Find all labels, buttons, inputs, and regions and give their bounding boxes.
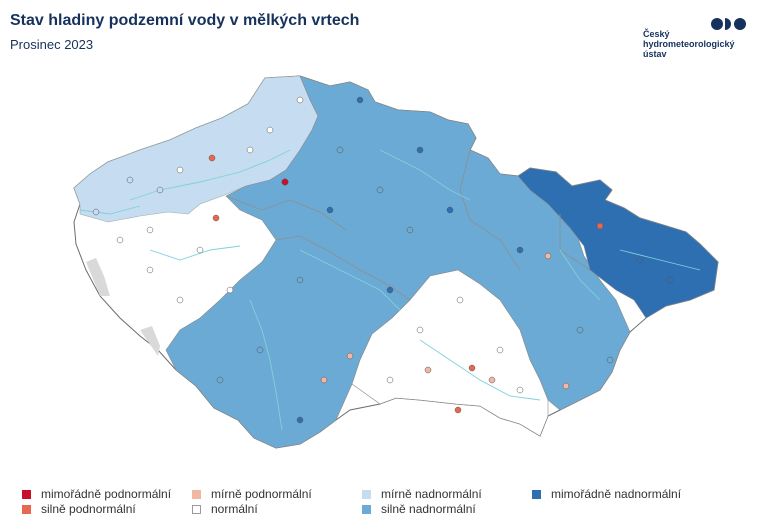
legend-swatch (22, 489, 31, 499)
legend-item-strong-high: silně nadnormální (362, 502, 476, 516)
wells (92, 96, 674, 424)
chmi-logo-icon (711, 18, 746, 30)
legend-label: mírně nadnormální (381, 487, 482, 501)
legend-swatch (532, 489, 541, 499)
legend-label: normální (211, 502, 258, 516)
page-title: Stav hladiny podzemní vody v mělkých vrt… (10, 12, 360, 29)
region-normal-south (351, 269, 549, 437)
logo-text: Český hydrometeorologický ústav (643, 29, 735, 59)
legend: mimořádně podnormální silně podnormální … (0, 480, 760, 532)
legend-swatch (362, 489, 371, 499)
legend-item-normal: normální (192, 502, 258, 516)
legend-item-mild-low: mírně podnormální (192, 487, 312, 501)
legend-swatch (22, 504, 31, 514)
legend-swatch (192, 504, 201, 514)
legend-label: mimořádně nadnormální (551, 487, 682, 501)
region-no-data-southwest (140, 326, 160, 356)
legend-label: silně podnormální (41, 502, 136, 516)
legend-item-extreme-low: mimořádně podnormální (22, 487, 171, 501)
groundwater-map (73, 75, 719, 449)
legend-item-extreme-high: mimořádně nadnormální (532, 487, 681, 501)
legend-item-mild-high: mírně nadnormální (362, 487, 482, 501)
legend-swatch (362, 504, 371, 514)
legend-label: mimořádně podnormální (41, 487, 172, 501)
legend-label: silně nadnormální (381, 502, 476, 516)
rivers (79, 149, 701, 431)
legend-item-strong-low: silně podnormální (22, 502, 136, 516)
region-no-data-west (86, 258, 110, 296)
legend-swatch (192, 489, 201, 499)
page-subtitle: Prosinec 2023 (10, 37, 94, 52)
legend-label: mírně podnormální (211, 487, 312, 501)
